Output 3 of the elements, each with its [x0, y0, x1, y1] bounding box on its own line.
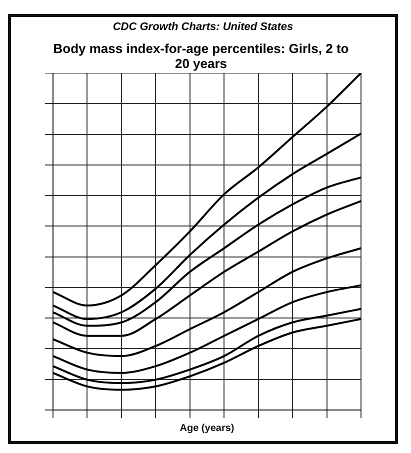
chart-title: CDC Growth Charts: United States: [112, 21, 294, 33]
chart-subtitle: Body mass index-for-age percentiles: Girls, 2 to 20 years: [52, 41, 350, 71]
x-axis-title: Age (years): [180, 422, 234, 434]
